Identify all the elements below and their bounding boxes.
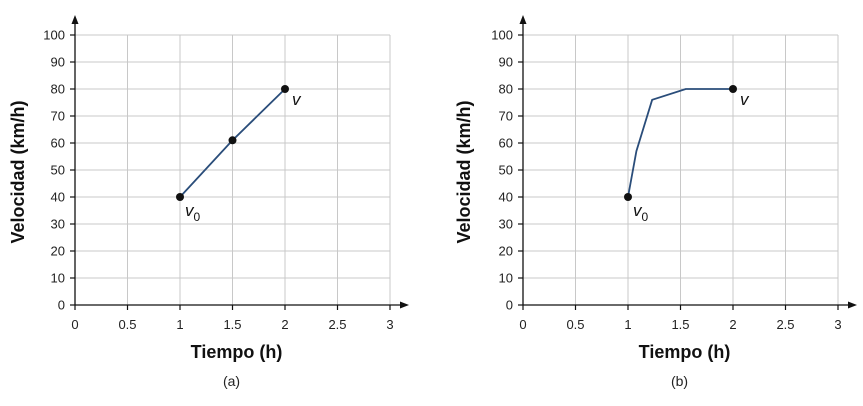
y-tick-label: 50 <box>499 163 513 178</box>
x-axis-title: Tiempo (h) <box>191 342 283 362</box>
x-tick-label: 2.5 <box>776 317 794 332</box>
x-tick-label: 0 <box>71 317 78 332</box>
x-tick-label: 0 <box>519 317 526 332</box>
y-tick-label: 60 <box>499 136 513 151</box>
x-axis-arrow-icon <box>400 301 409 309</box>
panel-label: (b) <box>671 373 688 389</box>
y-tick-label: 20 <box>51 244 65 259</box>
chart-panel-b: 0 0.5 1 1.5 2 2.5 30102030405060708090100Tiemp… <box>454 15 857 389</box>
x-tick-label: 1 <box>176 317 183 332</box>
y-tick-label: 80 <box>499 82 513 97</box>
point-label-v: v <box>740 90 750 109</box>
data-point <box>176 193 184 201</box>
y-tick-label: 40 <box>51 190 65 205</box>
y-axis-arrow-icon <box>71 15 79 24</box>
data-point <box>624 193 632 201</box>
y-tick-label: 0 <box>506 298 513 313</box>
x-tick-label: 0.5 <box>566 317 584 332</box>
y-tick-label: 0 <box>58 298 65 313</box>
y-axis-title: Velocidad (km/h) <box>454 100 474 243</box>
series-line <box>627 88 733 198</box>
y-tick-label: 40 <box>499 190 513 205</box>
data-point <box>281 85 289 93</box>
x-tick-label: 2 <box>281 317 288 332</box>
panel-label: (a) <box>223 373 240 389</box>
y-tick-label: 20 <box>499 244 513 259</box>
y-tick-label: 70 <box>51 109 65 124</box>
y-tick-label: 100 <box>43 28 65 43</box>
y-axis-title: Velocidad (km/h) <box>8 100 28 243</box>
point-label-v0: v0 <box>185 201 201 224</box>
y-tick-label: 70 <box>499 109 513 124</box>
y-tick-label: 90 <box>51 55 65 70</box>
point-label-v: v <box>292 90 302 109</box>
y-tick-label: 30 <box>51 217 65 232</box>
x-axis-arrow-icon <box>848 301 857 309</box>
x-tick-label: 0.5 <box>118 317 136 332</box>
x-tick-label: 1.5 <box>223 317 241 332</box>
y-tick-label: 100 <box>491 28 513 43</box>
y-tick-label: 90 <box>499 55 513 70</box>
y-tick-label: 30 <box>499 217 513 232</box>
y-tick-label: 50 <box>51 163 65 178</box>
x-axis-title: Tiempo (h) <box>639 342 731 362</box>
data-point <box>228 136 237 145</box>
x-tick-label: 1.5 <box>671 317 689 332</box>
y-tick-label: 10 <box>499 271 513 286</box>
point-label-v0: v0 <box>633 201 649 224</box>
x-tick-label: 2.5 <box>328 317 346 332</box>
y-tick-label: 80 <box>51 82 65 97</box>
data-point <box>729 85 737 93</box>
x-tick-label: 1 <box>624 317 631 332</box>
y-tick-label: 60 <box>51 136 65 151</box>
y-tick-label: 10 <box>51 271 65 286</box>
x-tick-label: 3 <box>834 317 841 332</box>
x-tick-label: 3 <box>386 317 393 332</box>
chart-panel-a: 0 0.5 1 1.5 2 2.5 30102030405060708090100Tiemp… <box>8 15 409 389</box>
x-tick-label: 2 <box>729 317 736 332</box>
y-axis-arrow-icon <box>519 15 527 24</box>
